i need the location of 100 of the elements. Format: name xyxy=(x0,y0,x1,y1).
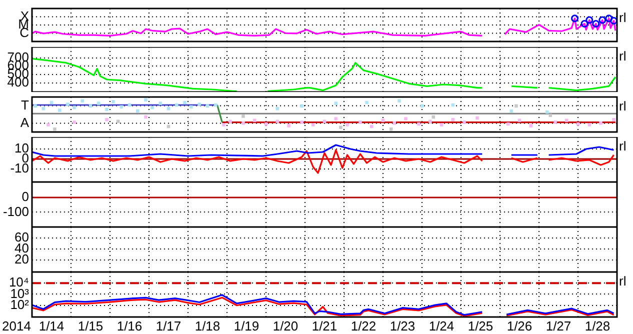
point xyxy=(440,123,444,126)
point xyxy=(66,102,70,106)
point xyxy=(432,115,436,119)
x-tick-label: 1/27 xyxy=(546,318,572,334)
point xyxy=(80,99,84,102)
point xyxy=(334,102,338,105)
point xyxy=(462,120,466,124)
point xyxy=(514,104,518,108)
point xyxy=(506,122,510,126)
point xyxy=(311,123,315,126)
point xyxy=(276,120,280,123)
point xyxy=(576,122,580,126)
point xyxy=(150,106,154,110)
point xyxy=(174,103,178,107)
point xyxy=(588,123,592,126)
point xyxy=(105,118,108,122)
text: rl xyxy=(619,10,626,26)
point xyxy=(128,103,132,107)
point xyxy=(300,120,304,124)
point xyxy=(228,120,232,123)
point xyxy=(116,120,120,123)
x-tick-label: 1/20 xyxy=(272,318,298,334)
point xyxy=(46,123,50,126)
point xyxy=(554,120,557,124)
point xyxy=(53,127,56,131)
x-tick-label: 1/25 xyxy=(468,318,494,334)
point xyxy=(264,122,268,126)
point xyxy=(398,99,401,102)
point xyxy=(476,116,479,120)
point xyxy=(389,127,393,131)
point xyxy=(518,118,522,122)
point xyxy=(183,100,186,104)
point xyxy=(166,106,170,110)
text: rl xyxy=(619,274,626,289)
point xyxy=(300,104,304,108)
x-tick-label: 1/23 xyxy=(390,318,416,334)
x-tick-label: 1/18 xyxy=(194,318,220,334)
point xyxy=(564,118,568,122)
point xyxy=(144,115,148,119)
point xyxy=(252,118,256,122)
point xyxy=(510,109,514,113)
point xyxy=(50,100,54,104)
point xyxy=(144,98,148,102)
point xyxy=(339,126,342,130)
text: T xyxy=(21,97,30,112)
point xyxy=(222,123,226,126)
point xyxy=(96,102,100,105)
point xyxy=(365,100,368,104)
point xyxy=(88,104,92,108)
point xyxy=(287,124,290,128)
point xyxy=(158,102,162,105)
point xyxy=(242,121,245,125)
point xyxy=(346,123,349,126)
x-tick-label: 1/21 xyxy=(312,318,338,334)
point xyxy=(451,118,455,122)
point xyxy=(136,109,140,113)
x-tick-label: 1/14 xyxy=(38,318,64,334)
point xyxy=(112,100,115,104)
point xyxy=(190,105,193,108)
point xyxy=(198,102,202,106)
point xyxy=(381,118,385,122)
point xyxy=(392,121,396,125)
point xyxy=(358,120,362,124)
point xyxy=(58,108,62,112)
y-tick-label: 20 xyxy=(14,252,29,267)
point xyxy=(276,106,280,110)
x-tick-label: 1/17 xyxy=(156,318,182,334)
x-tick-label: 1/16 xyxy=(116,318,142,334)
point xyxy=(322,120,326,123)
text: rl xyxy=(619,138,626,154)
point xyxy=(72,106,76,110)
x-tick-label: 1/22 xyxy=(350,318,376,334)
x-axis-title: 2014 xyxy=(2,318,31,334)
point xyxy=(120,105,124,108)
x-tick-label: 1/24 xyxy=(428,318,454,334)
y-tick-label: 0 xyxy=(22,189,29,204)
point xyxy=(105,108,108,111)
point xyxy=(545,110,549,114)
point xyxy=(72,120,76,124)
x-tick-label: 1/15 xyxy=(78,318,104,334)
point xyxy=(599,121,602,125)
point xyxy=(417,122,420,126)
point xyxy=(242,114,245,118)
point xyxy=(334,117,338,120)
point xyxy=(529,124,533,128)
point xyxy=(214,103,218,107)
y-tick-label: -100 xyxy=(2,204,29,219)
point xyxy=(428,120,432,123)
text: A xyxy=(20,114,30,130)
point xyxy=(206,104,210,108)
x-tick-label: 1/19 xyxy=(234,318,260,334)
point xyxy=(612,118,616,122)
text: rl xyxy=(619,48,626,64)
point xyxy=(34,104,37,108)
point xyxy=(42,106,46,110)
x-tick-label: 1/28 xyxy=(584,318,610,334)
point xyxy=(451,103,455,107)
point xyxy=(420,104,424,108)
text: rl xyxy=(619,98,626,114)
point xyxy=(166,124,170,128)
